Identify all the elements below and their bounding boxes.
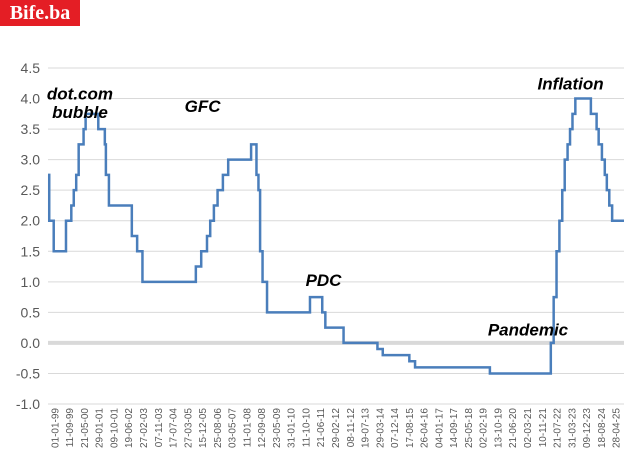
x-tick-label: 21-06-11: [316, 408, 327, 448]
x-tick-label: 28-04-25: [612, 408, 623, 448]
x-tick-label: 23-05-09: [272, 408, 283, 448]
y-tick-label: -0.5: [16, 365, 40, 381]
y-tick-label: 0.5: [21, 304, 41, 320]
brand-logo: Bife.ba: [0, 0, 80, 26]
x-tick-label: 25-08-06: [213, 408, 224, 448]
annotation-label: Pandemic: [488, 320, 569, 339]
x-tick-label: 19-06-02: [124, 408, 135, 448]
x-tick-label: 27-02-03: [139, 408, 150, 448]
x-tick-label: 26-04-16: [420, 408, 431, 448]
x-tick-label: 02-03-21: [523, 408, 534, 448]
x-tick-label: 21-05-00: [80, 408, 91, 448]
annotation-label: bubble: [52, 103, 108, 122]
x-tick-label: 12-09-08: [257, 408, 268, 448]
y-tick-label: 0.0: [21, 335, 41, 351]
x-tick-label: 29-02-12: [331, 408, 342, 448]
y-tick-label: 3.0: [21, 152, 41, 168]
y-tick-label: 1.0: [21, 274, 41, 290]
x-tick-label: 17-07-04: [169, 408, 180, 448]
x-tick-label: 01-01-99: [50, 408, 61, 448]
y-tick-label: 1.5: [21, 243, 41, 259]
x-tick-label: 07-11-03: [154, 408, 165, 448]
annotation-label: Inflation: [538, 74, 604, 93]
x-tick-label: 11-10-10: [301, 408, 312, 448]
x-tick-label: 09-12-23: [582, 408, 593, 448]
x-tick-label: 14-09-17: [449, 408, 460, 448]
series-line: [47, 97, 624, 375]
y-tick-label: 4.0: [21, 91, 41, 107]
annotation-label: dot.com: [47, 85, 113, 104]
x-tick-label: 18-08-24: [597, 408, 608, 448]
x-tick-label: 09-10-01: [109, 408, 120, 448]
x-tick-label: 04-01-17: [434, 408, 445, 448]
y-tick-label: 3.5: [21, 121, 41, 137]
x-tick-label: 31-01-10: [287, 408, 298, 448]
x-tick-label: 07-12-14: [390, 408, 401, 448]
x-tick-label: 29-01-01: [95, 408, 106, 448]
x-tick-label: 11-09-99: [65, 408, 76, 448]
x-tick-label: 08-11-12: [346, 408, 357, 448]
x-tick-label: 21-07-22: [553, 408, 564, 448]
x-tick-label: 13-10-19: [493, 408, 504, 448]
x-tick-label: 19-07-13: [361, 408, 372, 448]
x-tick-label: 27-03-05: [183, 408, 194, 448]
annotation-label: GFC: [185, 97, 222, 116]
x-tick-label: 29-03-14: [375, 408, 386, 448]
x-tick-label: 02-02-19: [479, 408, 490, 448]
x-tick-label: 25-05-18: [464, 408, 475, 448]
y-tick-label: 2.0: [21, 213, 41, 229]
annotation-label: PDC: [306, 271, 343, 290]
x-tick-label: 17-08-15: [405, 408, 416, 448]
x-tick-label: 03-05-07: [228, 408, 239, 448]
y-tick-label: 2.5: [21, 182, 41, 198]
x-tick-label: 11-01-08: [242, 408, 253, 448]
x-tick-label: 10-11-21: [538, 408, 549, 448]
y-tick-label: 4.5: [21, 60, 41, 76]
x-tick-label: 15-12-05: [198, 408, 209, 448]
y-tick-label: -1.0: [16, 396, 40, 412]
x-tick-label: 21-06-20: [508, 408, 519, 448]
x-tick-label: 31-03-23: [567, 408, 578, 448]
